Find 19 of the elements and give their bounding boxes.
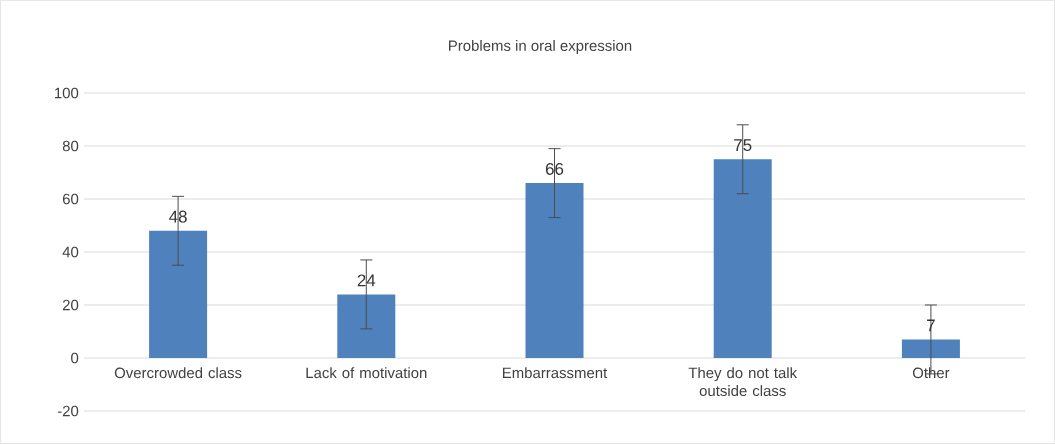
x-tick-label: Overcrowded class [114,367,242,379]
chart-title: Problems in oral expression [449,40,632,54]
y-tick-label: 80 [62,140,79,152]
data-label: 7 [927,319,935,332]
bar [713,159,772,358]
data-label: 48 [169,210,187,223]
x-tick-label: They do not talk outside class [688,367,798,397]
y-tick-label: 100 [55,87,79,99]
y-tick-label: 20 [62,299,79,311]
y-tick-label: -20 [57,405,79,417]
y-tick-label: 40 [62,246,79,258]
x-tick-label: Other [912,367,950,379]
y-tick-label: 60 [62,193,79,205]
bar [525,183,584,358]
bar [149,230,208,358]
bar [901,339,960,358]
x-tick-label: Embarrassment [502,367,608,379]
x-tick-label: Lack of motivation [306,367,427,379]
y-tick-label: 0 [71,352,79,364]
